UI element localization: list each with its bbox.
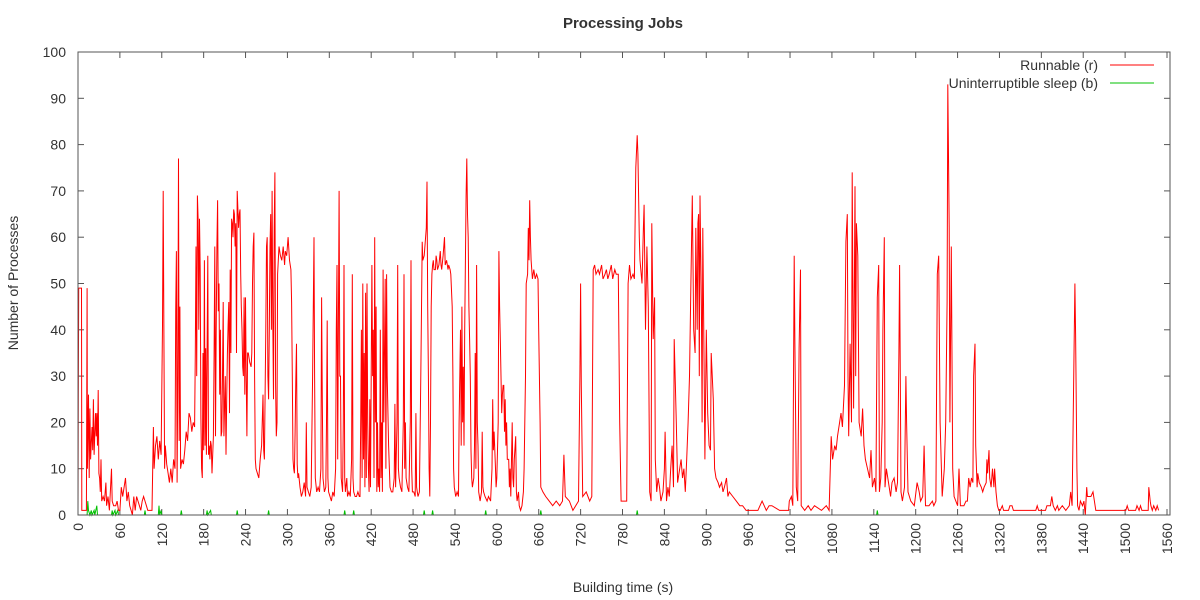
legend: Runnable (r) Uninterruptible sleep (b) <box>949 57 1154 91</box>
x-tick-label: 300 <box>279 523 295 547</box>
x-tick-label: 1260 <box>950 523 966 554</box>
y-tick-label: 70 <box>50 183 66 199</box>
y-axis-label: Number of Processes <box>5 216 21 351</box>
y-tick-label: 30 <box>50 368 66 384</box>
y-tick-label: 0 <box>58 507 66 523</box>
x-tick-label: 1140 <box>866 523 882 553</box>
plot-series <box>77 84 1160 517</box>
x-tick-label: 1560 <box>1159 523 1175 554</box>
x-tick-label: 60 <box>112 523 128 539</box>
plot-border <box>77 51 1171 516</box>
x-tick-label: 180 <box>196 523 212 547</box>
x-tick-label: 660 <box>531 523 547 547</box>
x-tick-label: 1440 <box>1075 523 1091 554</box>
y-tick-label: 10 <box>50 461 66 477</box>
x-tick-label: 1320 <box>991 523 1007 554</box>
series-uninterruptible-sleep-line <box>78 501 1159 517</box>
x-tick-label: 1500 <box>1117 523 1133 554</box>
x-tick-label: 1080 <box>824 523 840 554</box>
x-tick-label: 120 <box>154 523 170 547</box>
y-tick-label: 20 <box>50 414 66 430</box>
y-tick-label: 40 <box>50 322 66 338</box>
x-tick-label: 1020 <box>782 523 798 554</box>
y-tick-label: 80 <box>50 137 66 153</box>
x-tick-label: 900 <box>698 523 714 547</box>
y-tick-label: 100 <box>43 44 67 60</box>
x-tick-label: 780 <box>615 523 631 547</box>
x-tick-label: 480 <box>405 523 421 547</box>
chart-title: Processing Jobs <box>563 15 683 32</box>
legend-label-runnable: Runnable (r) <box>1020 57 1098 73</box>
x-tick-label: 600 <box>489 523 505 547</box>
x-tick-label: 0 <box>70 523 86 531</box>
x-tick-label: 840 <box>656 523 672 547</box>
x-tick-label: 1380 <box>1033 523 1049 554</box>
x-tick-label: 1200 <box>908 523 924 554</box>
x-tick-label: 720 <box>573 523 589 547</box>
x-tick-label: 360 <box>321 523 337 547</box>
y-tick-label: 90 <box>50 90 66 106</box>
series-runnable-line <box>77 84 1160 516</box>
x-tick-label: 960 <box>740 523 756 547</box>
legend-label-uninterruptible-sleep: Uninterruptible sleep (b) <box>949 75 1098 91</box>
y-tick-label: 50 <box>50 276 66 292</box>
y-tick-label: 60 <box>50 229 66 245</box>
x-tick-label: 240 <box>238 523 254 547</box>
x-tick-label: 420 <box>363 523 379 547</box>
x-axis-label: Building time (s) <box>573 579 673 595</box>
x-tick-label: 540 <box>447 523 463 547</box>
